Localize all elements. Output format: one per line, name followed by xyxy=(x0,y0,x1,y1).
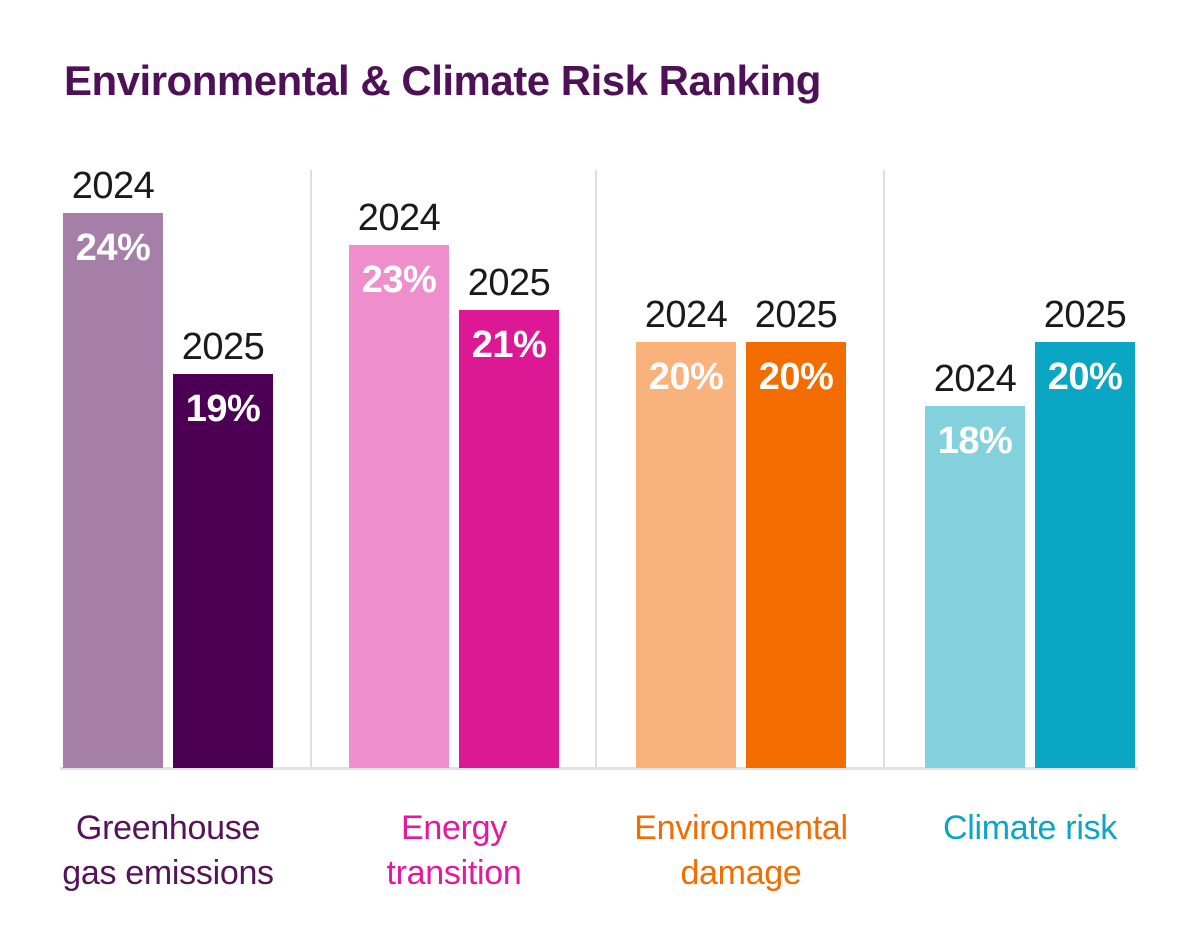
category-label: Climate risk xyxy=(943,809,1117,847)
value-label: 23% xyxy=(361,259,437,301)
group-divider-line xyxy=(595,170,597,768)
bar-2024-3 xyxy=(925,406,1025,768)
year-label: 2025 xyxy=(181,326,265,368)
value-label: 20% xyxy=(648,356,724,398)
bar-2024-2 xyxy=(636,342,736,768)
year-label: 2024 xyxy=(357,197,441,239)
baseline-axis xyxy=(60,767,1138,770)
value-label: 20% xyxy=(1047,356,1123,398)
value-label: 21% xyxy=(471,324,547,366)
bar-2024-0 xyxy=(63,213,163,768)
group-divider-line xyxy=(310,170,312,768)
year-label: 2024 xyxy=(933,358,1017,400)
year-label: 2024 xyxy=(71,165,155,207)
value-label: 24% xyxy=(75,227,151,269)
category-label: Energy transition xyxy=(386,809,522,892)
category-label: Greenhouse gas emissions xyxy=(62,809,274,892)
value-label: 19% xyxy=(185,388,261,430)
value-label: 20% xyxy=(758,356,834,398)
bar-2024-1 xyxy=(349,245,449,768)
bar-2025-2 xyxy=(746,342,846,768)
group-divider-line xyxy=(883,170,885,768)
year-label: 2025 xyxy=(1043,294,1127,336)
chart-title: Environmental & Climate Risk Ranking xyxy=(64,57,821,104)
bar-2025-3 xyxy=(1035,342,1135,768)
year-label: 2025 xyxy=(467,262,551,304)
year-label: 2024 xyxy=(644,294,728,336)
value-label: 18% xyxy=(937,420,1013,462)
bar-2025-0 xyxy=(173,374,273,768)
category-label: Environmental damage xyxy=(634,809,848,892)
bar-2025-1 xyxy=(459,310,559,768)
year-label: 2025 xyxy=(754,294,838,336)
